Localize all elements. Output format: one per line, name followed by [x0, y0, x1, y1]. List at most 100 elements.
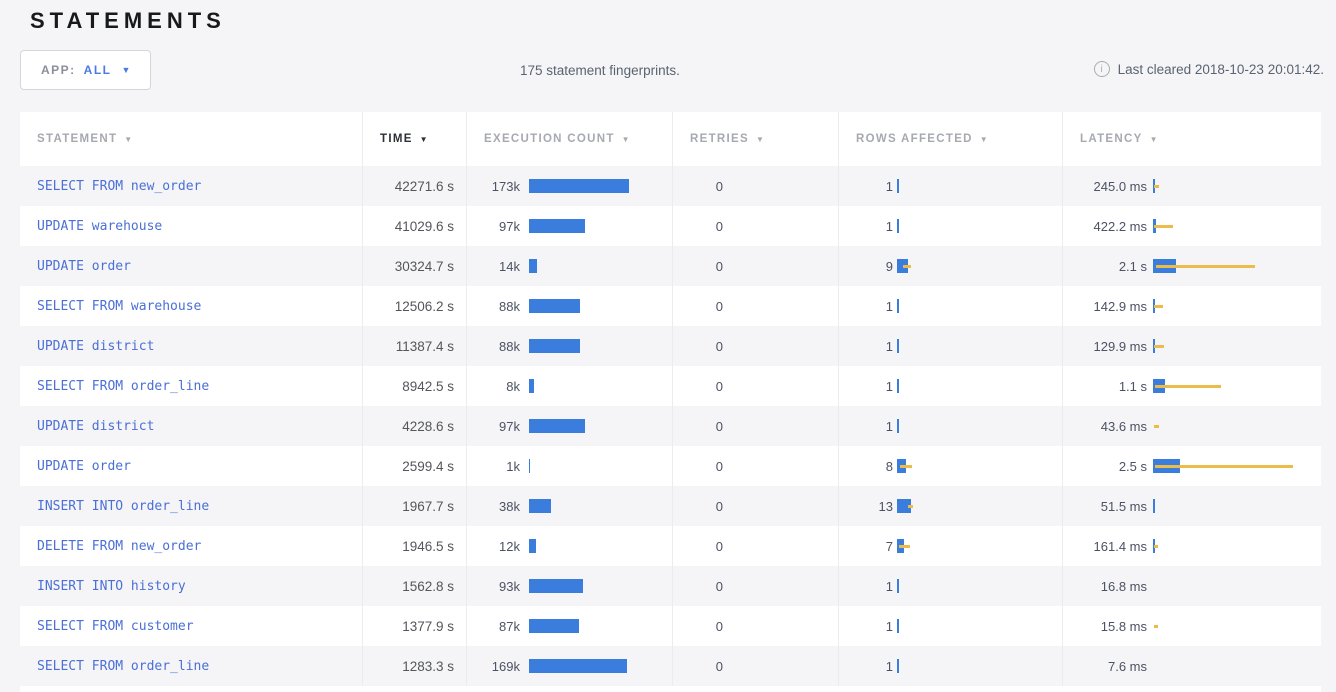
execution-count-bar-blue: [529, 219, 585, 233]
statement-link[interactable]: UPDATE order: [37, 458, 131, 474]
retries-cell-value: 0: [715, 498, 723, 514]
retries-cell: 0: [673, 166, 839, 206]
table-body: SELECT FROM new_order 42271.6 s 173k 0 1 245.…: [20, 166, 1321, 692]
execution-count-cell-value: 97k: [499, 418, 520, 434]
statement-link[interactable]: INSERT INTO order_line: [37, 498, 210, 514]
table-row: UPDATE order 30324.7 s 14k 0 9 2.1 s: [20, 246, 1321, 286]
execution-count-bar-blue: [529, 499, 551, 513]
table-header: STATEMENT ▼ TIME ▼ EXECUTION COUNT ▼ RETRIES ▼ R…: [20, 112, 1321, 166]
statement-link[interactable]: SELECT FROM order_line: [37, 378, 210, 394]
rows-affected-bar-blue: [897, 419, 899, 433]
statement-cell: UPDATE order: [20, 446, 363, 486]
column-header-statement[interactable]: STATEMENT ▼: [20, 112, 363, 166]
execution-count-bar-blue: [529, 459, 530, 473]
execution-count-bar-blue: [529, 619, 579, 633]
latency-bar: [1153, 179, 1321, 193]
retries-cell: 0: [673, 486, 839, 526]
chevron-down-icon: ▼: [121, 65, 131, 75]
execution-count-cell-value: 88k: [499, 338, 520, 354]
time-cell: 1946.5 s: [363, 526, 467, 566]
execution-count-cell: 88k: [467, 286, 673, 326]
retries-cell: 0: [673, 566, 839, 606]
latency-bar: [1153, 539, 1321, 553]
rows-affected-cell-value: 1: [885, 218, 893, 234]
execution-count-cell-value: 93k: [499, 578, 520, 594]
column-header-latency[interactable]: LATENCY ▼: [1063, 112, 1321, 166]
rows-affected-bar-blue: [897, 659, 899, 673]
time-cell: 1967.7 s: [363, 486, 467, 526]
statement-cell: UPDATE order: [20, 246, 363, 286]
statement-cell: SELECT FROM warehouse: [20, 286, 363, 326]
latency-cell: 422.2 ms: [1063, 206, 1321, 246]
rows-affected-cell: 1: [839, 606, 1063, 646]
execution-count-bar-blue: [529, 339, 580, 353]
column-header-time[interactable]: TIME ▼: [363, 112, 467, 166]
rows-affected-cell-value: 9: [885, 258, 893, 274]
latency-bar: [1153, 379, 1321, 393]
rows-affected-cell-value: 1: [885, 378, 893, 394]
execution-count-bar: [529, 659, 672, 673]
latency-bar-stddev: [1154, 424, 1159, 428]
execution-count-bar: [529, 259, 672, 273]
rows-affected-cell-value: 1: [885, 338, 893, 354]
execution-count-cell: 38k: [467, 486, 673, 526]
statement-link[interactable]: SELECT FROM customer: [37, 618, 194, 634]
execution-count-bar: [529, 499, 672, 513]
latency-bar-stddev: [1155, 384, 1221, 388]
latency-cell: 1.1 s: [1063, 366, 1321, 406]
rows-affected-cell: 1: [839, 206, 1063, 246]
statement-link[interactable]: INSERT INTO history: [37, 578, 186, 594]
statement-link[interactable]: UPDATE district: [37, 418, 155, 434]
time-cell: 1283.3 s: [363, 646, 467, 686]
execution-count-cell: 97k: [467, 406, 673, 446]
last-cleared: i Last cleared 2018-10-23 20:01:42.: [1093, 61, 1324, 77]
statement-count-summary: 175 statement fingerprints.: [520, 63, 680, 78]
execution-count-cell: 12k: [467, 526, 673, 566]
retries-cell: 0: [673, 646, 839, 686]
statement-link[interactable]: DELETE FROM new_order: [37, 538, 202, 554]
column-header-retries[interactable]: RETRIES ▼: [673, 112, 839, 166]
statement-link[interactable]: SELECT FROM order_line: [37, 658, 210, 674]
latency-cell: 142.9 ms: [1063, 286, 1321, 326]
latency-cell-value: 422.2 ms: [1093, 218, 1147, 234]
rows-affected-cell-value: 1: [885, 298, 893, 314]
latency-cell: 2.1 s: [1063, 246, 1321, 286]
app-filter-dropdown[interactable]: APP: ALL ▼: [20, 50, 152, 90]
table-row: SELECT FROM warehouse 12506.2 s 88k 0 1 142.9…: [20, 286, 1321, 326]
column-header-rows-affected[interactable]: ROWS AFFECTED ▼: [839, 112, 1063, 166]
execution-count-cell-value: 1k: [506, 458, 520, 474]
app-filter-label: APP:: [41, 63, 76, 77]
rows-affected-cell: 1: [839, 326, 1063, 366]
time-cell: 4228.6 s: [363, 406, 467, 446]
sort-caret-icon: ▼: [419, 134, 429, 144]
latency-bar-stddev: [1156, 264, 1255, 268]
statement-link[interactable]: SELECT FROM warehouse: [37, 298, 202, 314]
execution-count-bar: [529, 579, 672, 593]
latency-bar: [1153, 339, 1321, 353]
rows-affected-bar-stddev: [900, 464, 912, 468]
latency-cell: 51.5 ms: [1063, 486, 1321, 526]
info-icon[interactable]: i: [1093, 61, 1110, 77]
execution-count-cell: 97k: [467, 206, 673, 246]
rows-affected-cell-value: 1: [885, 578, 893, 594]
execution-count-cell: 1k: [467, 446, 673, 486]
statement-link[interactable]: UPDATE district: [37, 338, 155, 354]
latency-cell: 43.6 ms: [1063, 406, 1321, 446]
execution-count-cell: 173k: [467, 166, 673, 206]
execution-count-bar: [529, 419, 672, 433]
latency-cell: 129.9 ms: [1063, 326, 1321, 366]
rows-affected-cell-value: 1: [885, 618, 893, 634]
rows-affected-bar-blue: [897, 499, 911, 513]
rows-affected-cell-value: 1: [885, 178, 893, 194]
rows-affected-bar: [897, 419, 1062, 433]
column-header-execution-count[interactable]: EXECUTION COUNT ▼: [467, 112, 673, 166]
statement-link[interactable]: SELECT FROM new_order: [37, 178, 202, 194]
statement-link[interactable]: UPDATE warehouse: [37, 218, 163, 234]
latency-cell-value: 142.9 ms: [1093, 298, 1147, 314]
rows-affected-bar: [897, 179, 1062, 193]
latency-bar-stddev: [1154, 304, 1163, 308]
rows-affected-cell: 1: [839, 646, 1063, 686]
statement-link[interactable]: UPDATE order: [37, 258, 131, 274]
execution-count-bar: [529, 299, 672, 313]
latency-cell-value: 129.9 ms: [1093, 338, 1147, 354]
